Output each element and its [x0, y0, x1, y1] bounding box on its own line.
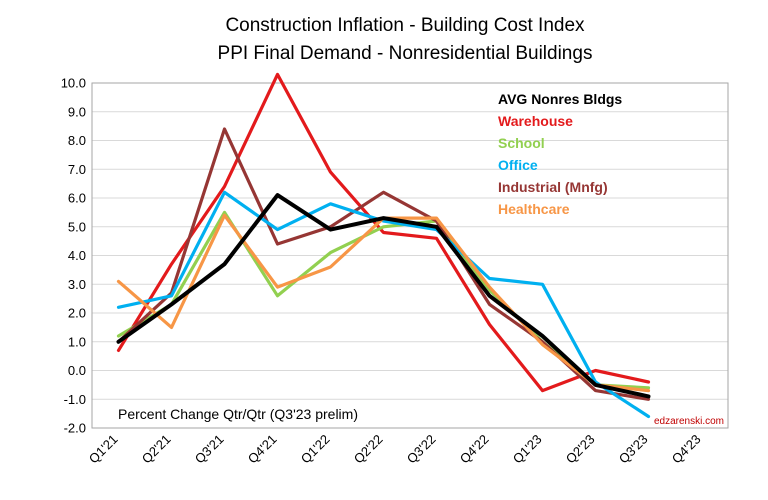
plot-area-frame	[91, 82, 729, 429]
legend: AVG Nonres Bldgs Warehouse School Office Ind…	[498, 91, 622, 217]
y-tick-label: 5.0	[68, 219, 86, 234]
series-line-avg-nonres-bldgs	[116, 193, 651, 399]
y-tick-label: 2.0	[68, 306, 86, 321]
legend-entry: Healthcare	[498, 201, 570, 217]
chart-subtitle: PPI Final Demand - Nonresidential Buildi…	[218, 43, 593, 64]
source-credit: edzarenski.com	[654, 416, 724, 427]
chart-title: Construction Inflation - Building Cost I…	[225, 15, 585, 36]
y-tick-label: -1.0	[64, 392, 86, 407]
series-line-warehouse	[116, 72, 651, 393]
legend-entry: School	[498, 135, 545, 151]
y-tick-label: 0.0	[68, 363, 86, 378]
legend-entry: Warehouse	[498, 113, 573, 129]
legend-entry: Office	[498, 157, 538, 173]
series-line-office	[116, 190, 651, 419]
y-tick-label: 8.0	[68, 133, 86, 148]
y-tick-label: 1.0	[68, 334, 86, 349]
y-tick-label: 9.0	[68, 104, 86, 119]
series-layer	[116, 72, 651, 419]
y-axis-ticks: 10.0 9.0 8.0 7.0 6.0 5.0 4.0 3.0 2.0 1.0 0.0 -1.0 -2…	[61, 76, 86, 436]
legend-entry: Industrial (Mnfg)	[498, 179, 608, 195]
y-tick-label: 6.0	[68, 191, 86, 206]
y-tick-label: 4.0	[68, 248, 86, 263]
legend-entry: AVG Nonres Bldgs	[498, 91, 622, 107]
y-tick-label: 7.0	[68, 162, 86, 177]
chart-note: Percent Change Qtr/Qtr (Q3'23 prelim)	[118, 406, 358, 422]
y-tick-label: 3.0	[68, 277, 86, 292]
y-tick-label: 10.0	[61, 76, 86, 91]
y-tick-label: -2.0	[64, 421, 86, 436]
